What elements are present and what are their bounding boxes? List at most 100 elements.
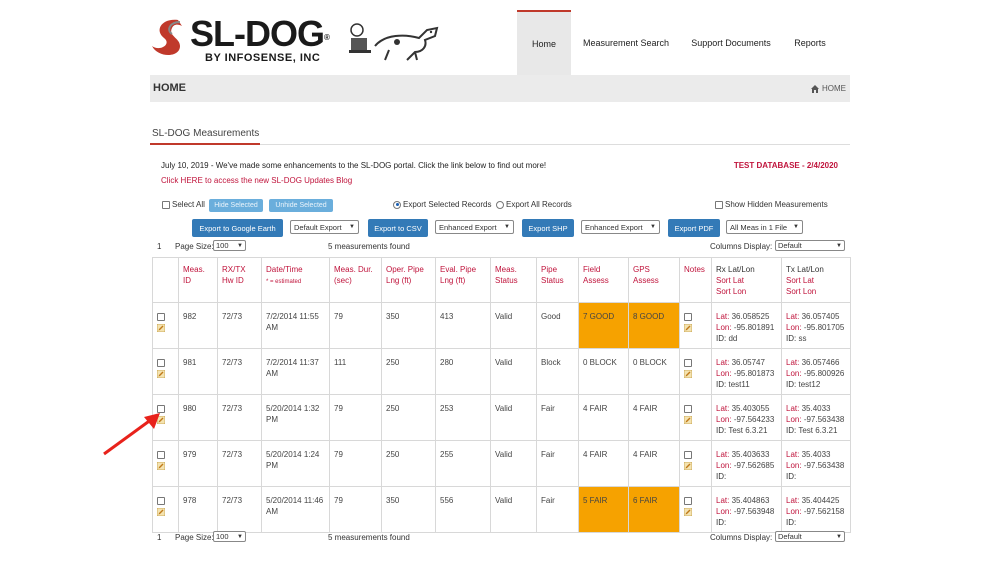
header-datetime[interactable]: Date/Time * = estimated (261, 257, 330, 303)
header-rxtx-hw-id[interactable]: RX/TX Hw ID (217, 257, 262, 303)
rx-id-value: Test 6.3.21 (728, 426, 768, 435)
duration-cell: 111 (329, 348, 382, 395)
export-pdf-button[interactable]: Export PDF (668, 219, 720, 237)
table-row: 978 72/73 5/20/2014 11:46 AM 79 350 556 Valid F… (152, 486, 851, 533)
pencil-icon[interactable] (684, 324, 692, 332)
unhide-selected-button[interactable]: Unhide Selected (269, 199, 333, 212)
header-meas-id[interactable]: Meas. ID (178, 257, 218, 303)
tx-lat-value: 36.057466 (801, 358, 840, 367)
file-mode-select[interactable]: All Meas in 1 File ▼ (726, 220, 803, 234)
row-checkbox[interactable] (157, 359, 165, 367)
nav-measurement-search[interactable]: Measurement Search (582, 37, 670, 48)
enhanced-export-select-2[interactable]: Enhanced Export ▼ (581, 220, 660, 234)
meas-id-cell[interactable]: 980 (178, 394, 218, 441)
rx-latlon-cell: Lat: 35.403055 Lon: -97.564233 ID: Test 6.… (711, 394, 782, 441)
lon-label: Lon: (716, 323, 732, 332)
enhanced-export-select-1[interactable]: Enhanced Export ▼ (435, 220, 514, 234)
header-pipe-status[interactable]: Pipe Status (536, 257, 579, 303)
breadcrumb-home-link[interactable]: HOME (822, 84, 846, 93)
rx-sort-lat-link[interactable]: Sort Lat (716, 276, 745, 285)
header-meas-duration[interactable]: Meas. Dur. (sec) (329, 257, 382, 303)
breadcrumb-bar: HOME HOME (150, 75, 850, 102)
meas-id-cell[interactable]: 982 (178, 302, 218, 349)
rx-latlon-cell: Lat: 35.404863 Lon: -97.563948 ID: (711, 486, 782, 533)
pencil-icon[interactable] (684, 462, 692, 470)
meas-status-cell: Valid (490, 440, 537, 487)
file-mode-value: All Meas in 1 File (730, 222, 788, 232)
select-all-checkbox[interactable] (162, 200, 170, 209)
columns-display-select[interactable]: Default ▼ (775, 531, 845, 542)
nav-reports[interactable]: Reports (794, 37, 826, 48)
header-eval-pipe-length[interactable]: Eval. Pipe Lng (ft) (435, 257, 491, 303)
breadcrumb[interactable]: HOME (811, 84, 846, 93)
row-select-cell (152, 486, 179, 533)
columns-display-select[interactable]: Default ▼ (775, 240, 845, 251)
pencil-icon[interactable] (684, 370, 692, 378)
header-field-assess[interactable]: Field Assess (578, 257, 629, 303)
lat-label: Lat: (786, 450, 800, 459)
tx-sort-lon-link[interactable]: Sort Lon (786, 287, 817, 296)
export-shp-button[interactable]: Export SHP (522, 219, 574, 237)
page-size-select[interactable]: 100 ▼ (213, 240, 246, 251)
tx-latlon-cell: Lat: 36.057405 Lon: -95.801705 ID: ss (781, 302, 851, 349)
nav-home[interactable]: Home (517, 10, 571, 75)
section-title: SL-DOG Measurements (152, 128, 260, 139)
row-checkbox[interactable] (157, 451, 165, 459)
table-row: 979 72/73 5/20/2014 1:24 PM 79 250 255 Valid Fa… (152, 440, 851, 487)
row-checkbox[interactable] (157, 313, 165, 321)
field-assess-cell: 4 FAIR (578, 394, 629, 441)
pager-bottom: 1 Page Size: 100 ▼ 5 measurements found C… (152, 530, 850, 546)
datetime-cell: 5/20/2014 1:24 PM (261, 440, 330, 487)
notes-checkbox[interactable] (684, 497, 692, 505)
pencil-icon[interactable] (157, 370, 165, 378)
header-meas-status[interactable]: Meas. Status (490, 257, 537, 303)
meas-id-cell[interactable]: 979 (178, 440, 218, 487)
select-all-control[interactable]: Select All (162, 200, 205, 209)
export-selected-option[interactable]: Export Selected Records (393, 200, 492, 209)
show-hidden-checkbox[interactable] (715, 200, 723, 209)
export-selected-radio[interactable] (393, 200, 401, 209)
show-hidden-control[interactable]: Show Hidden Measurements (715, 200, 828, 209)
header-oper-pipe-length[interactable]: Oper. Pipe Lng (ft) (381, 257, 436, 303)
export-google-earth-button[interactable]: Export to Google Earth (192, 219, 283, 237)
pencil-icon[interactable] (684, 508, 692, 516)
header-notes: Notes (679, 257, 712, 303)
updates-blog-link[interactable]: Click HERE to access the new SL-DOG Upda… (161, 176, 353, 185)
page-size-select[interactable]: 100 ▼ (213, 531, 246, 542)
header-gps-assess[interactable]: GPS Assess (628, 257, 680, 303)
pencil-icon[interactable] (157, 508, 165, 516)
notes-checkbox[interactable] (684, 451, 692, 459)
rx-sort-lon-link[interactable]: Sort Lon (716, 287, 747, 296)
pencil-icon[interactable] (157, 324, 165, 332)
default-export-select[interactable]: Default Export ▼ (290, 220, 359, 234)
pipe-status-cell: Fair (536, 440, 579, 487)
notes-checkbox[interactable] (684, 313, 692, 321)
tx-id-value: Test 6.3.21 (798, 426, 838, 435)
nav-support-documents[interactable]: Support Documents (691, 37, 771, 48)
meas-id-cell[interactable]: 981 (178, 348, 218, 395)
row-checkbox[interactable] (157, 405, 165, 413)
tx-sort-lat-link[interactable]: Sort Lat (786, 276, 815, 285)
rx-lon-value: -95.801873 (733, 369, 775, 378)
export-csv-button[interactable]: Export to CSV (368, 219, 428, 237)
default-export-value: Default Export (294, 222, 342, 232)
export-all-option[interactable]: Export All Records (496, 200, 572, 209)
pencil-icon[interactable] (157, 462, 165, 470)
lon-label: Lon: (786, 323, 802, 332)
pencil-icon[interactable] (157, 416, 165, 424)
page-number[interactable]: 1 (157, 533, 162, 542)
tx-id-value: ss (798, 334, 807, 343)
id-label: ID: (786, 334, 797, 343)
pipe-status-cell: Good (536, 302, 579, 349)
pencil-icon[interactable] (684, 416, 692, 424)
hide-selected-button[interactable]: Hide Selected (209, 199, 263, 212)
notes-checkbox[interactable] (684, 405, 692, 413)
export-all-radio[interactable] (496, 200, 504, 209)
notes-checkbox[interactable] (684, 359, 692, 367)
meas-id-cell[interactable]: 978 (178, 486, 218, 533)
hw-id-cell: 72/73 (217, 302, 262, 349)
row-checkbox[interactable] (157, 497, 165, 505)
page-number[interactable]: 1 (157, 242, 162, 251)
page-size-value: 100 (216, 241, 229, 250)
brand-logo[interactable]: SL-DOG® BY INFOSENSE, INC (150, 12, 450, 72)
